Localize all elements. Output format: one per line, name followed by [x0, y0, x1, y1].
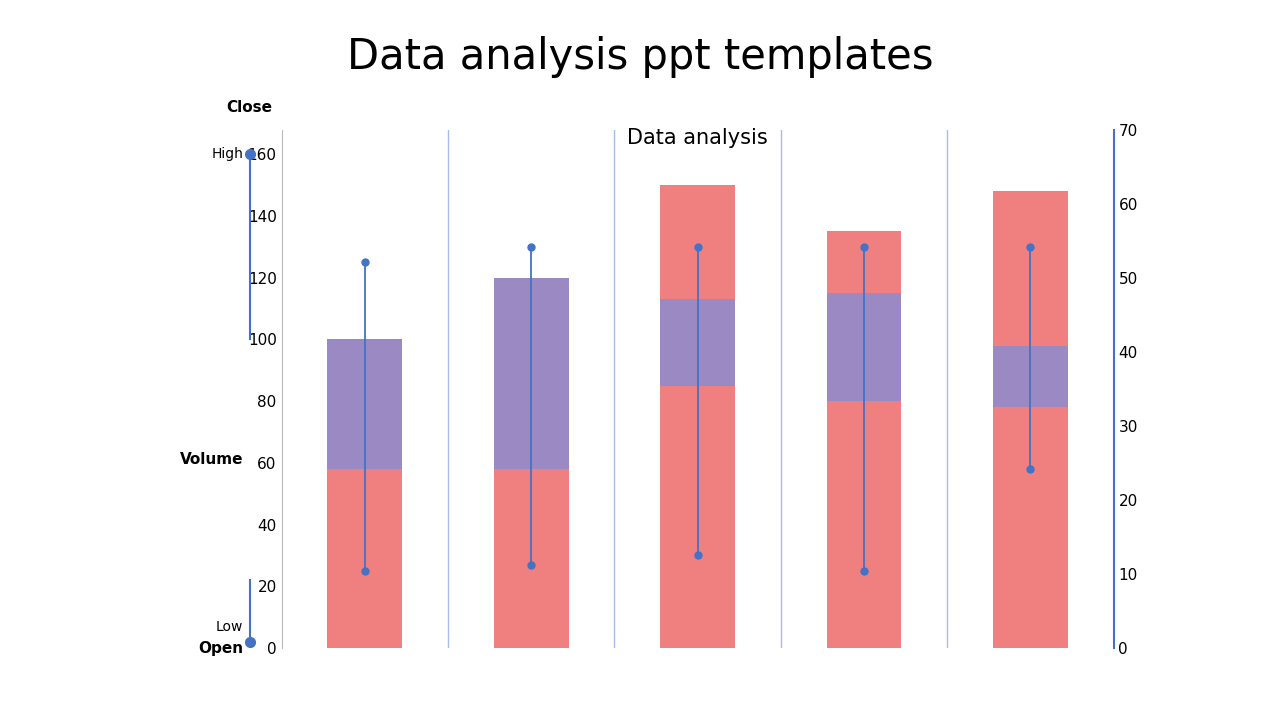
Bar — [660, 185, 735, 648]
Bar — [827, 293, 901, 401]
Bar — [827, 231, 901, 648]
Bar — [993, 346, 1068, 408]
Text: High: High — [211, 148, 243, 161]
Text: Low: Low — [216, 621, 243, 634]
Bar — [494, 278, 568, 648]
Bar — [993, 192, 1068, 648]
Text: Data analysis ppt templates: Data analysis ppt templates — [347, 36, 933, 78]
Bar — [660, 300, 735, 386]
Bar — [328, 339, 402, 469]
Text: Open: Open — [198, 641, 243, 655]
Text: Close: Close — [227, 100, 273, 115]
Text: Data analysis: Data analysis — [627, 128, 768, 148]
Bar — [328, 339, 402, 648]
Bar — [494, 278, 568, 469]
Text: Volume: Volume — [179, 452, 243, 467]
